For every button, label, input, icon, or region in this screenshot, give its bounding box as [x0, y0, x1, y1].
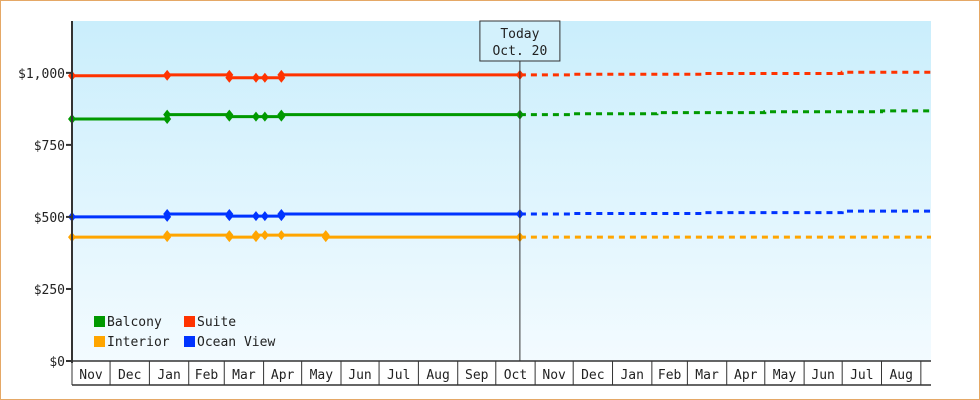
data-point [163, 70, 172, 81]
data-point [225, 69, 234, 80]
month-label: Dec [118, 368, 141, 383]
data-point [260, 230, 269, 241]
today-marker: Today Oct. 20 [479, 20, 561, 361]
legend: Balcony Suite Interior Ocean View [94, 315, 275, 350]
data-point [225, 109, 234, 120]
month-label: May [773, 368, 797, 383]
month-label: Mar [232, 368, 256, 383]
series-suite [68, 69, 931, 83]
data-point [277, 111, 286, 122]
month-label: Jan [157, 368, 180, 383]
month-label: Mar [695, 368, 719, 383]
month-label: Dec [581, 368, 604, 383]
data-point [277, 230, 286, 241]
forecast-line [519, 109, 931, 117]
data-point [277, 72, 286, 83]
legend-label: Balcony [107, 315, 162, 330]
data-point [163, 232, 172, 243]
month-label: Feb [195, 368, 219, 383]
data-point [260, 72, 269, 83]
legend-label: Interior [107, 335, 170, 350]
data-point [251, 72, 260, 83]
data-point [277, 211, 286, 222]
data-point [163, 211, 172, 222]
month-label: Nov [79, 368, 103, 383]
axis-layer: $0 $250 $500 $750 $1,000 Nov Dec Jan Feb Mar Apr Ma… [18, 21, 931, 386]
y-tick-label: $0 [49, 355, 65, 370]
month-label: Apr [271, 368, 295, 383]
month-label: Aug [426, 368, 449, 383]
forecast-line [519, 70, 931, 77]
month-label: Nov [542, 368, 566, 383]
data-point [260, 211, 269, 222]
month-label: Oct [504, 368, 527, 383]
today-title: Today [500, 27, 539, 42]
data-point [163, 113, 172, 124]
month-label: Apr [734, 368, 758, 383]
data-point [321, 230, 330, 241]
data-point [260, 111, 269, 122]
y-tick-label: $750 [34, 139, 65, 154]
data-point [251, 111, 260, 122]
y-tick-label: $1,000 [18, 67, 65, 82]
series-interior [68, 230, 931, 243]
legend-swatch [184, 336, 195, 347]
series-balcony [68, 109, 931, 124]
month-label: May [310, 368, 334, 383]
legend-swatch [184, 316, 195, 327]
month-label: Aug [889, 368, 912, 383]
y-tick-label: $500 [34, 211, 65, 226]
legend-swatch [94, 316, 105, 327]
today-box [479, 20, 561, 62]
month-label: Jun [348, 368, 371, 383]
data-point [225, 230, 234, 241]
data-point [251, 211, 260, 222]
legend-label: Ocean View [197, 335, 275, 350]
month-label: Jun [811, 368, 834, 383]
plot-area [72, 21, 931, 361]
month-label: Sep [465, 368, 489, 383]
legend-swatch [94, 336, 105, 347]
forecast-line [519, 209, 931, 216]
legend-label: Suite [197, 315, 236, 330]
today-date: Oct. 20 [492, 44, 547, 59]
y-tick-label: $250 [34, 283, 65, 298]
month-label: Jul [850, 368, 873, 383]
data-point [251, 232, 260, 243]
data-point [225, 209, 234, 220]
month-label: Jul [387, 368, 410, 383]
month-label: Feb [658, 368, 682, 383]
month-label: Jan [620, 368, 643, 383]
